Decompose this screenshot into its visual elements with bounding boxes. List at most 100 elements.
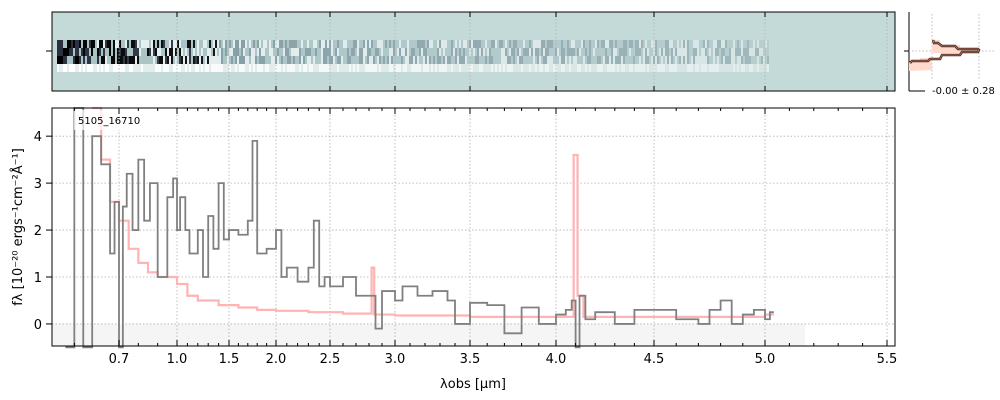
- 2d-pixel: [435, 48, 437, 56]
- 2d-pixel: [153, 56, 155, 64]
- 2d-pixel: [61, 56, 63, 64]
- 2d-pixel: [527, 40, 529, 48]
- 2d-pixel: [601, 64, 603, 72]
- 2d-pixel: [139, 48, 141, 56]
- 2d-pixel: [599, 64, 601, 72]
- 2d-pixel: [443, 56, 445, 64]
- 2d-pixel: [269, 40, 271, 48]
- 2d-pixel: [259, 56, 261, 64]
- 2d-pixel: [681, 48, 683, 56]
- model-spectrum-line: [92, 106, 774, 318]
- 2d-pixel: [729, 48, 731, 56]
- 2d-pixel: [91, 64, 93, 72]
- 2d-pixel: [651, 56, 653, 64]
- 2d-pixel: [253, 56, 255, 64]
- 2d-pixel: [655, 64, 657, 72]
- 2d-pixel: [119, 48, 121, 56]
- 2d-pixel: [341, 64, 343, 72]
- 2d-pixel: [507, 64, 509, 72]
- 2d-pixel: [695, 40, 697, 48]
- 2d-pixel: [297, 40, 299, 48]
- 2d-pixel: [237, 40, 239, 48]
- 2d-pixel: [407, 40, 409, 48]
- 2d-pixel: [87, 64, 89, 72]
- 2d-pixel: [373, 64, 375, 72]
- 2d-pixel: [359, 40, 361, 48]
- 2d-pixel: [669, 56, 671, 64]
- data-spectrum-line: [65, 107, 774, 349]
- 2d-pixel: [73, 56, 75, 64]
- 2d-pixel: [177, 64, 179, 72]
- 2d-pixel: [339, 56, 341, 64]
- 2d-pixel: [247, 48, 249, 56]
- 2d-pixel: [223, 56, 225, 64]
- 2d-pixel: [545, 56, 547, 64]
- 2d-pixel: [181, 56, 183, 64]
- 2d-pixel: [679, 64, 681, 72]
- 2d-pixel: [255, 56, 257, 64]
- 2d-pixel: [391, 40, 393, 48]
- 2d-pixel: [541, 64, 543, 72]
- 2d-pixel: [639, 56, 641, 64]
- 2d-pixel: [603, 48, 605, 56]
- 2d-pixel: [767, 48, 769, 56]
- 2d-pixel: [181, 40, 183, 48]
- 2d-pixel: [329, 56, 331, 64]
- 2d-pixel: [465, 56, 467, 64]
- 2d-pixel: [177, 40, 179, 48]
- 2d-pixel: [321, 40, 323, 48]
- 2d-pixel: [325, 56, 327, 64]
- 2d-pixel: [363, 64, 365, 72]
- 2d-pixel: [157, 40, 159, 48]
- 2d-pixel: [501, 56, 503, 64]
- 2d-pixel: [371, 64, 373, 72]
- 2d-pixel: [395, 40, 397, 48]
- 2d-pixel: [99, 64, 101, 72]
- 2d-pixel: [241, 56, 243, 64]
- 2d-pixel: [285, 64, 287, 72]
- 2d-pixel: [439, 64, 441, 72]
- 2d-pixel: [725, 64, 727, 72]
- 2d-pixel: [137, 40, 139, 48]
- 2d-pixel: [213, 48, 215, 56]
- 2d-pixel: [735, 40, 737, 48]
- 2d-pixel: [757, 64, 759, 72]
- 2d-pixel: [71, 48, 73, 56]
- 2d-pixel: [497, 56, 499, 64]
- 2d-pixel: [61, 64, 63, 72]
- 2d-pixel: [271, 40, 273, 48]
- 2d-pixel: [491, 40, 493, 48]
- 2d-pixel: [283, 56, 285, 64]
- 2d-pixel: [155, 64, 157, 72]
- 2d-pixel: [693, 64, 695, 72]
- 2d-pixel: [647, 56, 649, 64]
- 2d-pixel: [317, 40, 319, 48]
- 2d-pixel: [399, 64, 401, 72]
- 2d-spectrum-image: [57, 40, 769, 72]
- 2d-pixel: [487, 56, 489, 64]
- 2d-spectrum-panel: [51, 11, 896, 92]
- 2d-pixel: [527, 64, 529, 72]
- 2d-pixel: [369, 64, 371, 72]
- main-panel-frame: [51, 107, 896, 347]
- 2d-pixel: [111, 64, 113, 72]
- 2d-pixel: [299, 48, 301, 56]
- 2d-pixel: [699, 56, 701, 64]
- 2d-pixel: [473, 40, 475, 48]
- 2d-pixel: [493, 48, 495, 56]
- 2d-pixel: [127, 48, 129, 56]
- 2d-pixel: [199, 64, 201, 72]
- 2d-pixel: [459, 64, 461, 72]
- x-tick-label: 1.0: [167, 352, 188, 367]
- 2d-pixel: [105, 48, 107, 56]
- 2d-pixel: [673, 64, 675, 72]
- 2d-pixel: [245, 48, 247, 56]
- 2d-pixel: [443, 48, 445, 56]
- 2d-pixel: [153, 48, 155, 56]
- 2d-pixel: [739, 48, 741, 56]
- 2d-pixel: [361, 48, 363, 56]
- 2d-pixel: [389, 48, 391, 56]
- 2d-pixel: [437, 56, 439, 64]
- 2d-pixel: [409, 48, 411, 56]
